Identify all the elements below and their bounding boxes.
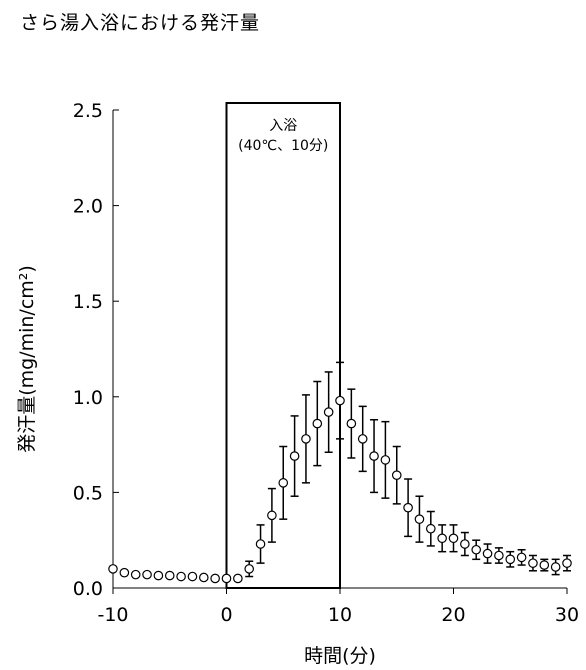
data-point: [221, 573, 232, 584]
data-point: [494, 550, 504, 561]
data-point: [528, 558, 538, 568]
y-tick-label: 1.0: [73, 387, 103, 409]
data-point: [187, 571, 198, 582]
axes: 0.0 0.5 1.0 1.5 2.0 2.5 -10 0 10 20 30: [73, 100, 579, 626]
y-tick-label: 0.5: [73, 482, 103, 504]
data-point: [255, 539, 266, 549]
data-point: [357, 434, 368, 444]
x-tick-label: -10: [97, 604, 128, 626]
y-tick-label: 2.0: [73, 196, 103, 218]
bath-label: 入浴: [269, 118, 297, 134]
data-point: [414, 514, 425, 524]
data-point: [448, 533, 459, 544]
data-point: [425, 523, 436, 534]
data-series: [108, 361, 572, 584]
bath-period-annotation: 入浴 (40℃、10分): [225, 102, 341, 589]
data-point: [471, 544, 481, 555]
x-tick-label: 0: [220, 604, 232, 626]
data-point: [244, 564, 254, 574]
data-point: [516, 552, 527, 563]
data-point: [460, 539, 470, 549]
chart-title: さら湯入浴における発汗量: [20, 12, 261, 34]
data-point: [437, 533, 447, 544]
data-point: [482, 548, 493, 559]
data-point: [323, 407, 334, 417]
y-tick-label: 0.0: [73, 578, 103, 600]
data-point: [278, 478, 289, 488]
data-point: [369, 451, 379, 461]
data-point: [119, 567, 130, 578]
data-point: [539, 560, 550, 570]
data-point: [130, 569, 141, 580]
data-point: [505, 554, 516, 565]
data-point: [210, 573, 220, 584]
y-tick-label: 1.5: [73, 291, 103, 313]
data-point: [199, 572, 209, 583]
data-point: [164, 570, 175, 581]
y-tick-label: 2.5: [73, 100, 103, 122]
bath-condition-label: (40℃、10分): [238, 138, 328, 154]
data-point: [562, 558, 572, 568]
data-point: [233, 573, 243, 584]
data-point: [176, 571, 186, 582]
data-point: [312, 418, 323, 429]
y-axis-title: 発汗量(mg/min/cm²): [16, 265, 38, 453]
bath-period-box: [225, 102, 341, 589]
data-point: [335, 395, 345, 406]
data-point: [346, 418, 357, 429]
x-tick-label: 30: [555, 604, 579, 626]
x-tick-label: 20: [441, 604, 465, 626]
data-point: [301, 434, 311, 444]
data-point: [267, 510, 277, 521]
data-point: [142, 569, 152, 580]
data-point: [403, 502, 413, 513]
data-point: [380, 455, 391, 465]
data-point: [550, 562, 561, 572]
x-tick-label: 10: [328, 604, 352, 626]
data-point: [289, 451, 300, 461]
data-point: [108, 564, 118, 574]
data-point: [153, 570, 164, 581]
x-axis-title: 時間(分): [304, 645, 376, 667]
data-point: [391, 470, 402, 480]
